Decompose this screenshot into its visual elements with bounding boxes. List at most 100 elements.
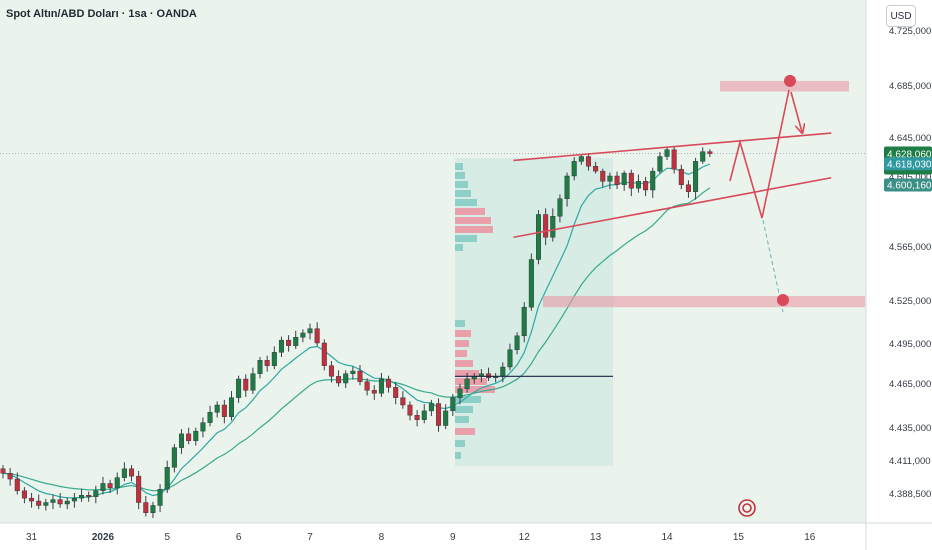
time-tick-label: 7 <box>307 532 313 543</box>
candle-body <box>57 499 63 505</box>
time-tick-label: 13 <box>590 532 602 543</box>
candle-body <box>221 404 227 417</box>
candle-body <box>164 467 170 490</box>
candle-body <box>528 259 534 308</box>
candle-body <box>685 184 691 192</box>
time-tick-label: 12 <box>519 532 531 543</box>
price-tick-label: 4.685,000 <box>889 81 931 92</box>
candle-body <box>664 149 670 157</box>
support-zone <box>543 295 865 308</box>
candle-body <box>400 397 406 406</box>
price-tick-label: 4.525,000 <box>889 296 931 307</box>
volume-profile-range <box>455 158 613 466</box>
time-tick-label: 15 <box>733 532 745 543</box>
price-tick-label: 4.725,000 <box>889 26 931 37</box>
volume-profile-bar <box>455 396 481 403</box>
candle-body <box>436 403 442 426</box>
volume-profile-bar <box>455 320 465 327</box>
volume-profile-bar <box>455 386 495 393</box>
candle-body <box>600 170 606 182</box>
candle-body <box>100 483 106 492</box>
currency-button[interactable]: USD <box>886 5 916 27</box>
volume-profile-bar <box>455 428 475 435</box>
candle-body <box>143 502 149 513</box>
candle-body <box>136 475 142 503</box>
candle-body <box>428 403 434 412</box>
candle-body <box>657 156 663 172</box>
price-tick-label: 4.465,000 <box>889 379 931 390</box>
candle-body <box>621 172 627 185</box>
candle-body <box>86 495 92 497</box>
candle-body <box>450 397 456 412</box>
candle-body <box>393 387 399 398</box>
volume-profile-bar <box>455 330 471 337</box>
volume-profile-bar <box>455 416 469 423</box>
candle-body <box>607 175 613 182</box>
candle-body <box>386 378 392 388</box>
time-tick-label: 9 <box>450 532 456 543</box>
volume-profile-bar <box>455 208 485 215</box>
candle-body <box>536 214 542 260</box>
candle-body <box>257 360 263 374</box>
candle-body <box>628 172 634 189</box>
candle-body <box>457 388 463 398</box>
candle-body <box>114 477 120 489</box>
volume-profile-bar <box>455 226 493 233</box>
candle-body <box>0 468 6 474</box>
candle-body <box>129 468 135 477</box>
moving-average-fast <box>2 163 711 499</box>
time-tick-label: 14 <box>661 532 673 543</box>
volume-profile-bar <box>455 350 467 357</box>
candle-body <box>443 410 449 426</box>
time-tick-label: 16 <box>804 532 816 543</box>
logo-ring-outer <box>738 499 756 517</box>
candle-body <box>286 339 292 346</box>
volume-profile-bar <box>455 406 473 413</box>
moving-average-slow <box>2 187 711 492</box>
candle-body <box>514 335 520 350</box>
candle-body <box>21 490 27 499</box>
candle-body <box>350 370 356 374</box>
candle-body <box>578 156 584 162</box>
candle-body <box>464 378 470 390</box>
time-tick-label: 8 <box>379 532 385 543</box>
candle-body <box>614 175 620 185</box>
candle-body <box>36 500 42 506</box>
ma-slow-label: 4.600,160 <box>887 180 932 191</box>
volume-profile-layer <box>455 158 613 466</box>
candle-body <box>64 500 70 505</box>
price-tick-label: 4.495,000 <box>889 339 931 350</box>
candle-body <box>543 214 549 238</box>
candle-body <box>7 473 13 480</box>
price-tick-label: 4.605,000 <box>889 172 931 183</box>
drawing-layer <box>455 74 865 377</box>
logo-ring-inner <box>742 503 752 513</box>
candle-body <box>214 404 220 413</box>
candle-body <box>593 166 599 172</box>
price-tick-label: 4.565,000 <box>889 242 931 253</box>
resistance-zone <box>720 80 849 92</box>
tradingview-logo-icon <box>738 499 756 517</box>
candle-body <box>700 151 706 162</box>
candle-body <box>29 497 35 502</box>
candle-body <box>521 306 527 337</box>
volume-profile-bar <box>455 217 491 224</box>
candle-body <box>79 495 85 499</box>
candle-body <box>250 373 256 391</box>
price-axis-background <box>866 0 932 550</box>
volume-profile-bar <box>455 163 463 170</box>
volume-profile-bar <box>455 190 471 197</box>
candle-body <box>336 376 342 384</box>
candle-body <box>328 365 334 377</box>
candle-body <box>414 415 420 420</box>
candle-body <box>486 373 492 378</box>
candle-body <box>93 490 99 497</box>
candlestick-layer <box>0 146 713 518</box>
price-tick-label: 4.388,500 <box>889 489 931 500</box>
candle-body <box>650 170 656 191</box>
candle-body <box>507 349 513 368</box>
candle-body <box>421 410 427 420</box>
